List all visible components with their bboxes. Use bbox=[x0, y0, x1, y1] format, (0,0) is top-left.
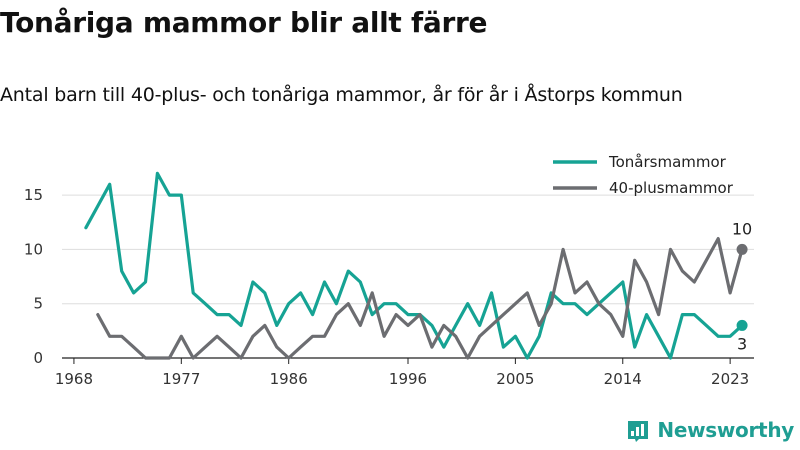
newsworthy-logo: Newsworthy bbox=[626, 418, 794, 442]
y-tick-label: 5 bbox=[33, 295, 43, 313]
legend: Tonårsmammor 40-plusmammor bbox=[553, 153, 734, 197]
series-end-label: 3 bbox=[737, 334, 747, 353]
series-end-point bbox=[736, 319, 748, 331]
series-line-1 bbox=[96, 237, 744, 360]
x-tick-label: 1968 bbox=[55, 370, 93, 388]
y-tick-label: 0 bbox=[33, 349, 43, 367]
series-line-0 bbox=[84, 171, 744, 360]
x-tick-label: 2005 bbox=[496, 370, 534, 388]
grid-lines bbox=[62, 194, 754, 359]
x-tick-label: 2014 bbox=[604, 370, 642, 388]
series-lines bbox=[84, 171, 748, 360]
legend-label: 40-plusmammor bbox=[609, 179, 734, 197]
brand-name: Newsworthy bbox=[657, 418, 794, 442]
end-labels: 3 10 bbox=[732, 219, 752, 353]
x-tick-label: 1996 bbox=[389, 370, 427, 388]
x-tick-label: 1977 bbox=[162, 370, 200, 388]
y-tick-label: 15 bbox=[24, 186, 43, 204]
y-axis: 0 5 10 15 bbox=[24, 186, 43, 367]
chart-title: Tonåriga mammor blir allt färre bbox=[0, 6, 488, 39]
legend-label: Tonårsmammor bbox=[608, 153, 727, 171]
x-axis: 1968 1977 1986 1996 2005 2014 2023 bbox=[55, 358, 749, 388]
series-end-label: 10 bbox=[732, 219, 752, 238]
bar-chart-logo-icon bbox=[628, 421, 649, 442]
series-end-point bbox=[736, 243, 748, 255]
x-tick-label: 2023 bbox=[711, 370, 749, 388]
y-tick-label: 10 bbox=[24, 240, 43, 258]
x-tick-label: 1986 bbox=[270, 370, 308, 388]
chart-subtitle: Antal barn till 40-plus- och tonåriga ma… bbox=[0, 84, 683, 106]
